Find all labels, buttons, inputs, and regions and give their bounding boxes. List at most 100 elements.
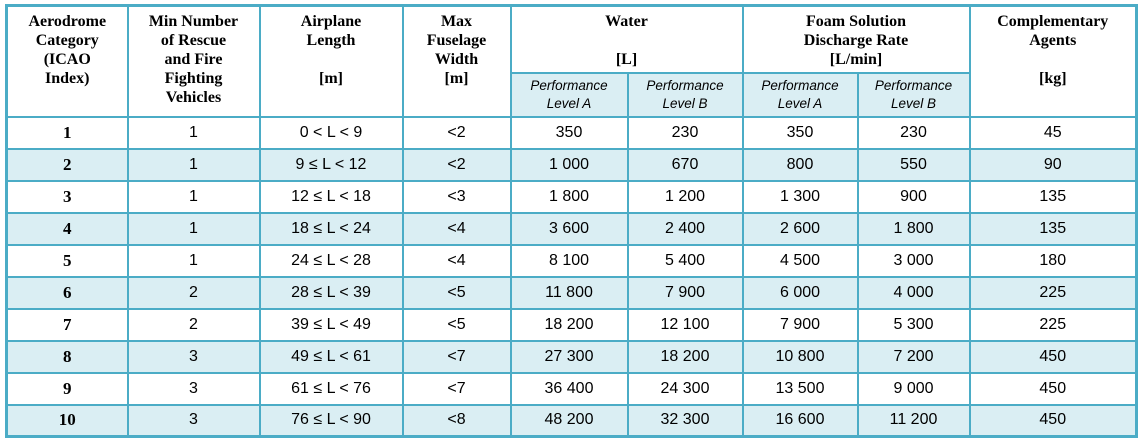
cell-vehicles: 1	[126, 115, 261, 150]
cell-water-level-b: 5 400	[626, 243, 744, 278]
cell-vehicles: 1	[126, 147, 261, 182]
cell-fuselage-width: <4	[401, 243, 512, 278]
col-header-min-vehicles: Min Number of Rescue and Fire Fighting V…	[126, 4, 261, 118]
cell-water-level-a: 18 200	[509, 307, 629, 342]
cell-foam-level-b: 550	[856, 147, 971, 182]
header-title: Airplane Length	[300, 13, 362, 49]
cell-category: 9	[5, 371, 129, 406]
subheader-foam-level-b: Performance Level B	[856, 71, 971, 118]
header-title: Water	[605, 13, 648, 30]
cell-foam-level-b: 11 200	[856, 403, 971, 438]
table-row: 9 3 61 ≤ L < 76 <7 36 400 24 300 13 500 …	[5, 371, 1138, 406]
table-row: 6 2 28 ≤ L < 39 <5 11 800 7 900 6 000 4 …	[5, 275, 1138, 310]
header-title: Complementary Agents	[997, 13, 1109, 49]
cell-airplane-length: 39 ≤ L < 49	[258, 307, 404, 342]
cell-airplane-length: 49 ≤ L < 61	[258, 339, 404, 374]
cell-category: 6	[5, 275, 129, 310]
header-unit: [L]	[615, 51, 638, 68]
cell-foam-level-b: 230	[856, 115, 971, 150]
header-unit: [m]	[319, 70, 343, 87]
cell-fuselage-width: <4	[401, 211, 512, 246]
cell-foam-level-b: 1 800	[856, 211, 971, 246]
col-header-complementary-agents: Complementary Agents [kg]	[968, 4, 1138, 118]
cell-complementary-agents: 180	[968, 243, 1138, 278]
cell-fuselage-width: <2	[401, 115, 512, 150]
col-header-airplane-length: Airplane Length [m]	[258, 4, 404, 118]
cell-vehicles: 1	[126, 211, 261, 246]
cell-fuselage-width: <7	[401, 339, 512, 374]
cell-water-level-a: 3 600	[509, 211, 629, 246]
cell-water-level-a: 36 400	[509, 371, 629, 406]
table-row: 1 1 0 < L < 9 <2 350 230 350 230 45	[5, 115, 1138, 150]
table-row: 4 1 18 ≤ L < 24 <4 3 600 2 400 2 600 1 8…	[5, 211, 1138, 246]
cell-water-level-b: 2 400	[626, 211, 744, 246]
header-title: Aerodrome Category (ICAO Index)	[28, 13, 107, 87]
cell-airplane-length: 28 ≤ L < 39	[258, 275, 404, 310]
cell-foam-level-b: 4 000	[856, 275, 971, 310]
header-row-main: Aerodrome Category (ICAO Index) Min Numb…	[5, 4, 1138, 118]
cell-fuselage-width: <8	[401, 403, 512, 438]
cell-foam-level-b: 5 300	[856, 307, 971, 342]
cell-complementary-agents: 225	[968, 275, 1138, 310]
header-title: Min Number of Rescue and Fire Fighting V…	[148, 13, 239, 106]
table-row: 2 1 9 ≤ L < 12 <2 1 000 670 800 550 90	[5, 147, 1138, 182]
cell-airplane-length: 24 ≤ L < 28	[258, 243, 404, 278]
cell-complementary-agents: 135	[968, 179, 1138, 214]
cell-water-level-b: 1 200	[626, 179, 744, 214]
cell-foam-level-a: 7 900	[741, 307, 859, 342]
cell-airplane-length: 76 ≤ L < 90	[258, 403, 404, 438]
cell-foam-level-a: 1 300	[741, 179, 859, 214]
header-title: Max Fuselage Width	[426, 13, 487, 68]
cell-category: 3	[5, 179, 129, 214]
cell-airplane-length: 18 ≤ L < 24	[258, 211, 404, 246]
cell-vehicles: 3	[126, 339, 261, 374]
cell-category: 7	[5, 307, 129, 342]
cell-water-level-a: 27 300	[509, 339, 629, 374]
cell-water-level-a: 11 800	[509, 275, 629, 310]
subheader-foam-level-a: Performance Level A	[741, 71, 859, 118]
subheader-water-level-b: Performance Level B	[626, 71, 744, 118]
cell-airplane-length: 61 ≤ L < 76	[258, 371, 404, 406]
cell-category: 1	[5, 115, 129, 150]
cell-vehicles: 3	[126, 403, 261, 438]
table-row: 7 2 39 ≤ L < 49 <5 18 200 12 100 7 900 5…	[5, 307, 1138, 342]
col-group-water: Water [L]	[509, 4, 744, 74]
cell-fuselage-width: <7	[401, 371, 512, 406]
cell-water-level-b: 18 200	[626, 339, 744, 374]
cell-water-level-b: 7 900	[626, 275, 744, 310]
cell-vehicles: 3	[126, 371, 261, 406]
cell-airplane-length: 12 ≤ L < 18	[258, 179, 404, 214]
cell-vehicles: 1	[126, 243, 261, 278]
cell-complementary-agents: 135	[968, 211, 1138, 246]
header-title: Foam Solution Discharge Rate	[803, 13, 909, 49]
cell-fuselage-width: <5	[401, 275, 512, 310]
cell-fuselage-width: <5	[401, 307, 512, 342]
cell-fuselage-width: <3	[401, 179, 512, 214]
cell-water-level-b: 670	[626, 147, 744, 182]
cell-foam-level-a: 2 600	[741, 211, 859, 246]
cell-water-level-b: 230	[626, 115, 744, 150]
header-unit: [kg]	[1038, 70, 1067, 87]
cell-complementary-agents: 450	[968, 371, 1138, 406]
cell-water-level-a: 8 100	[509, 243, 629, 278]
cell-foam-level-b: 9 000	[856, 371, 971, 406]
cell-water-level-b: 24 300	[626, 371, 744, 406]
aerodrome-rff-requirements-table: Aerodrome Category (ICAO Index) Min Numb…	[5, 4, 1139, 438]
cell-airplane-length: 9 ≤ L < 12	[258, 147, 404, 182]
cell-vehicles: 2	[126, 307, 261, 342]
table-row: 3 1 12 ≤ L < 18 <3 1 800 1 200 1 300 900…	[5, 179, 1138, 214]
cell-category: 10	[5, 403, 129, 438]
cell-foam-level-a: 4 500	[741, 243, 859, 278]
table-row: 10 3 76 ≤ L < 90 <8 48 200 32 300 16 600…	[5, 403, 1138, 438]
table-row: 8 3 49 ≤ L < 61 <7 27 300 18 200 10 800 …	[5, 339, 1138, 374]
cell-water-level-a: 1 000	[509, 147, 629, 182]
cell-airplane-length: 0 < L < 9	[258, 115, 404, 150]
subheader-water-level-a: Performance Level A	[509, 71, 629, 118]
cell-category: 8	[5, 339, 129, 374]
cell-complementary-agents: 225	[968, 307, 1138, 342]
cell-vehicles: 1	[126, 179, 261, 214]
cell-foam-level-b: 900	[856, 179, 971, 214]
cell-fuselage-width: <2	[401, 147, 512, 182]
col-group-foam-solution: Foam Solution Discharge Rate [L/min]	[741, 4, 971, 74]
cell-complementary-agents: 450	[968, 339, 1138, 374]
